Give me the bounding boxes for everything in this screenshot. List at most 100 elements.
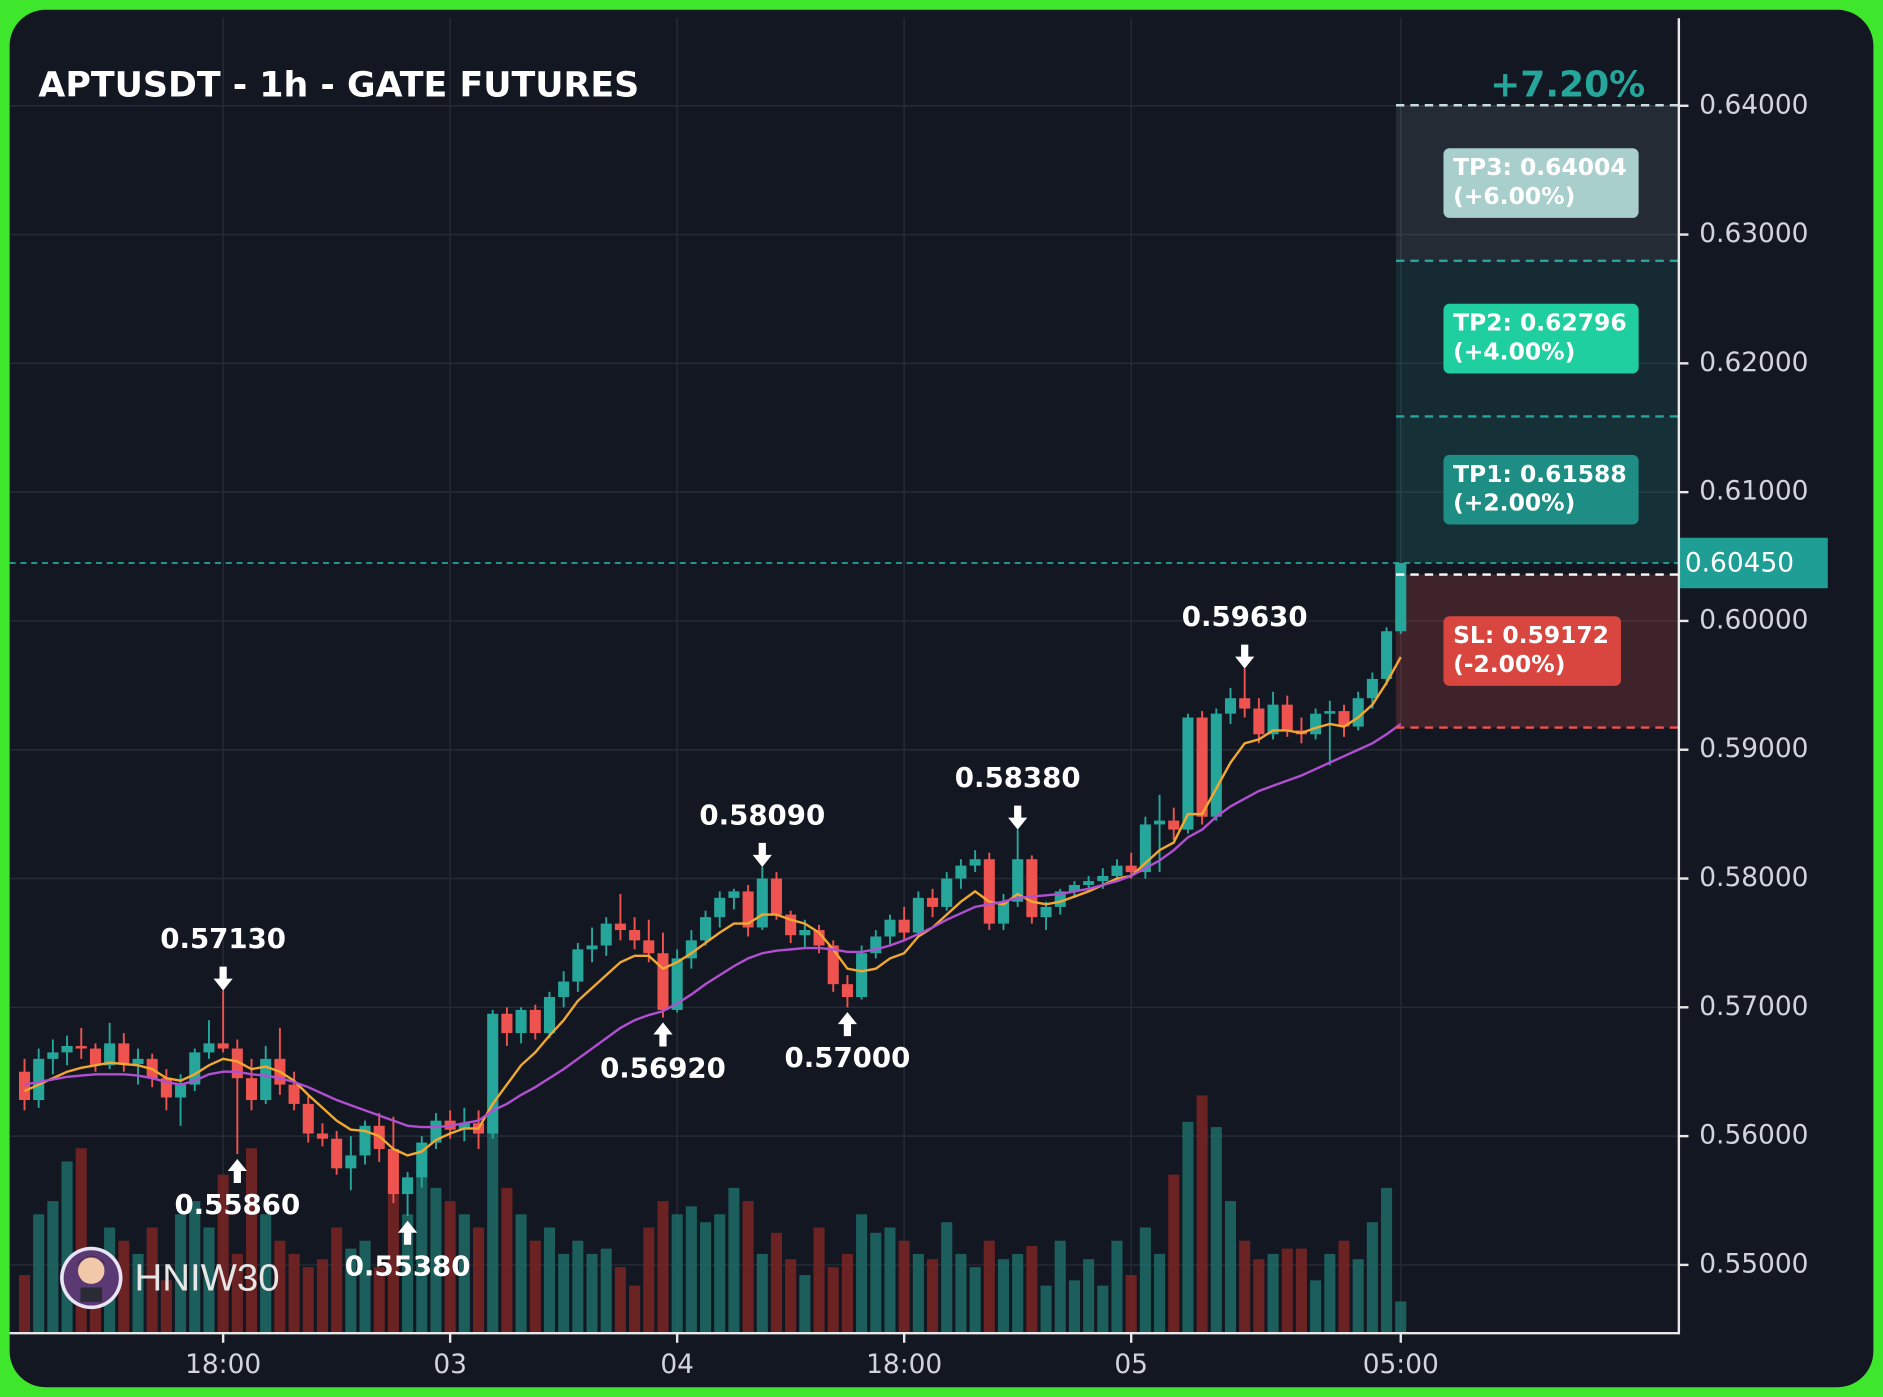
pivot-label: 0.57130 bbox=[160, 922, 286, 955]
candle-body bbox=[1253, 708, 1265, 735]
volume-bar bbox=[586, 1253, 598, 1334]
volume-bar bbox=[983, 1240, 995, 1334]
volume-bar bbox=[856, 1214, 868, 1334]
y-tick-label: 0.63000 bbox=[1699, 218, 1808, 249]
pivot-arrow bbox=[227, 1158, 247, 1183]
x-tick-label: 05 bbox=[1114, 1349, 1148, 1380]
volume-bar bbox=[884, 1227, 896, 1334]
volume-bar bbox=[1154, 1253, 1166, 1334]
avatar-hair bbox=[75, 1255, 107, 1268]
candle-body bbox=[75, 1045, 87, 1049]
volume-bar bbox=[458, 1214, 470, 1334]
candle-body bbox=[175, 1084, 187, 1098]
volume-bar bbox=[217, 1174, 229, 1334]
volume-bar bbox=[841, 1253, 853, 1334]
volume-bar bbox=[1196, 1095, 1208, 1334]
volume-bar bbox=[118, 1240, 130, 1334]
volume-bar bbox=[558, 1253, 570, 1334]
y-tick-label: 0.60000 bbox=[1699, 604, 1808, 635]
pivot-label: 0.55380 bbox=[345, 1250, 471, 1283]
volume-bar bbox=[785, 1259, 797, 1334]
chart-title: APTUSDT - 1h - GATE FUTURES bbox=[38, 66, 639, 106]
candle-body bbox=[61, 1045, 73, 1053]
candle-body bbox=[260, 1058, 272, 1101]
volume-bar bbox=[416, 1161, 428, 1334]
volume-bar bbox=[671, 1214, 683, 1334]
y-tick-label: 0.64000 bbox=[1699, 89, 1808, 120]
candle-body bbox=[515, 1009, 527, 1034]
volume-bar bbox=[1097, 1285, 1109, 1334]
volume-bar bbox=[515, 1214, 527, 1334]
volume-bar bbox=[1068, 1280, 1080, 1334]
candle-body bbox=[1040, 906, 1052, 918]
level-box bbox=[1443, 454, 1639, 525]
volume-bar bbox=[274, 1240, 286, 1334]
candle-body bbox=[728, 891, 740, 898]
candle-body bbox=[1352, 698, 1364, 727]
candle-body bbox=[785, 914, 797, 936]
volume-bar bbox=[941, 1222, 953, 1334]
avatar-body bbox=[80, 1287, 103, 1302]
level-label: TP1: 0.61588 bbox=[1453, 460, 1627, 488]
pivot-label: 0.57000 bbox=[785, 1041, 911, 1074]
volume-bar bbox=[543, 1227, 556, 1334]
volume-bar bbox=[572, 1240, 584, 1334]
avatar-face bbox=[78, 1257, 105, 1284]
volume-bar bbox=[1026, 1245, 1038, 1334]
volume-bar bbox=[1253, 1259, 1265, 1334]
pivot-arrow bbox=[1235, 644, 1255, 669]
last-price-tag bbox=[1678, 537, 1828, 589]
volume-bar bbox=[1168, 1174, 1180, 1334]
candle-body bbox=[1281, 704, 1293, 731]
candle-body bbox=[714, 897, 726, 918]
candle-body bbox=[416, 1142, 428, 1178]
volume-bar bbox=[643, 1227, 655, 1334]
candle-body bbox=[1310, 713, 1322, 735]
watermark-text: HNIW30 bbox=[135, 1256, 280, 1299]
candle-body bbox=[614, 923, 626, 931]
volume-bar bbox=[529, 1240, 541, 1334]
volume-bar bbox=[430, 1187, 442, 1334]
candle-body bbox=[1196, 717, 1208, 817]
volume-bar bbox=[501, 1187, 513, 1334]
candle-body bbox=[997, 901, 1010, 924]
volume-bar bbox=[1239, 1240, 1251, 1334]
volume-bar bbox=[1267, 1253, 1279, 1334]
level-label: TP2: 0.62796 bbox=[1453, 309, 1627, 337]
pivot-label: 0.59630 bbox=[1182, 600, 1308, 633]
candle-body bbox=[841, 984, 853, 998]
volume-bar bbox=[387, 1187, 399, 1334]
level-box bbox=[1443, 303, 1639, 374]
volume-bar bbox=[799, 1275, 811, 1334]
pivot-arrow bbox=[213, 966, 233, 991]
candle-body bbox=[955, 865, 967, 879]
candle-body bbox=[18, 1071, 31, 1101]
volume-bar bbox=[316, 1259, 328, 1334]
volume-bar bbox=[302, 1267, 314, 1334]
candle-body bbox=[231, 1048, 243, 1079]
volume-bar bbox=[47, 1201, 59, 1334]
volume-bar bbox=[1040, 1285, 1052, 1334]
level-pct: (+6.00%) bbox=[1453, 182, 1575, 210]
volume-bar bbox=[1125, 1275, 1137, 1334]
y-tick-label: 0.59000 bbox=[1699, 733, 1808, 764]
volume-bar bbox=[203, 1227, 215, 1334]
last-price-label: 0.60450 bbox=[1685, 548, 1794, 579]
candle-body bbox=[402, 1177, 414, 1195]
volume-bar bbox=[245, 1148, 258, 1334]
candle-body bbox=[160, 1078, 172, 1098]
volume-bar bbox=[742, 1201, 754, 1334]
volume-bar bbox=[1366, 1222, 1378, 1334]
x-tick-label: 05:00 bbox=[1363, 1349, 1439, 1380]
volume-bar bbox=[18, 1275, 31, 1334]
volume-bar bbox=[288, 1253, 300, 1334]
candle-body bbox=[529, 1009, 541, 1034]
volume-bar bbox=[898, 1240, 910, 1334]
level-box bbox=[1443, 616, 1621, 686]
candle-body bbox=[501, 1013, 513, 1034]
volume-bar bbox=[160, 1280, 172, 1334]
candle-body bbox=[302, 1103, 314, 1134]
volume-bar bbox=[260, 1214, 272, 1334]
